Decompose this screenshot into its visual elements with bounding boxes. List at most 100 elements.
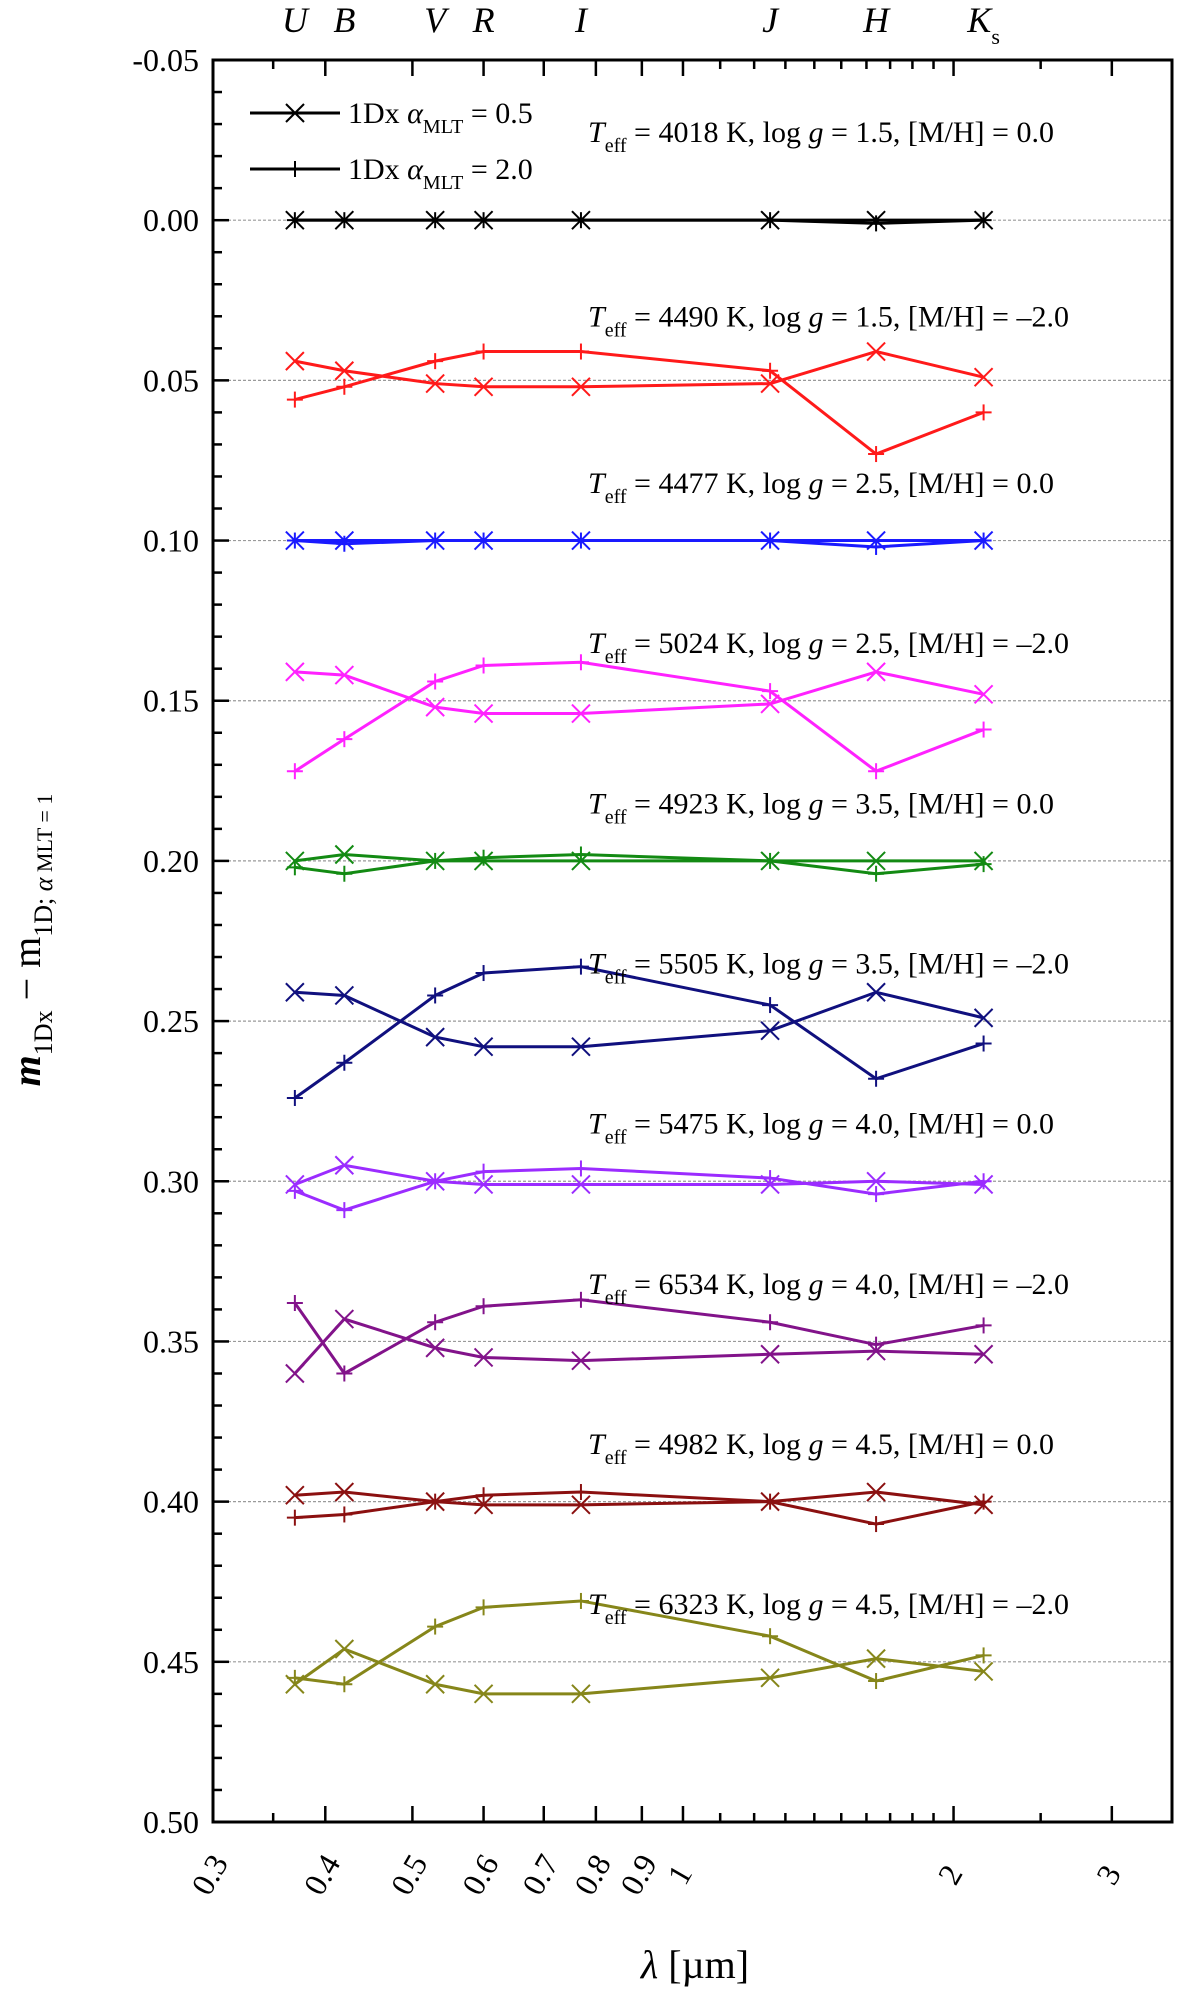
data-point	[762, 1628, 779, 1645]
series-line-alpha-20	[294, 853, 984, 876]
data-point	[286, 763, 303, 780]
band-name: U	[282, 0, 310, 40]
data-point	[760, 1668, 780, 1688]
y-axis-m1: m	[4, 1055, 49, 1086]
y-tick-label: 0.05	[143, 362, 199, 398]
data-point	[475, 965, 492, 982]
data-point	[760, 1020, 780, 1041]
model-params: = 1.5, [M/H] = –2.0	[823, 300, 1069, 333]
data-point	[425, 1338, 445, 1358]
data-point	[868, 1070, 885, 1087]
data-point	[427, 1314, 444, 1331]
data-point	[336, 535, 353, 552]
model-label: Teff = 6323 K, log g = 4.5, [M/H] = –2.0	[588, 1588, 1069, 1629]
data-point	[572, 1484, 589, 1501]
x-axis-symbol: λ	[640, 1942, 658, 1987]
series-line-alpha-05	[293, 1317, 984, 1375]
y-tick-label: 0.30	[143, 1163, 199, 1199]
data-point	[760, 1344, 780, 1364]
marker-x-stroke	[973, 1661, 994, 1682]
teff-subscript: eff	[605, 1447, 627, 1469]
series-line-alpha-20	[294, 350, 985, 456]
y-tick-label: 0.20	[143, 843, 199, 879]
model-series	[285, 1291, 994, 1384]
marker-x-stroke	[973, 1008, 994, 1028]
logg-symbol: g	[808, 467, 823, 500]
teff-subscript: eff	[605, 319, 627, 341]
data-point	[762, 1314, 779, 1331]
data-point	[473, 1347, 494, 1368]
legend-value: = 2.0	[463, 153, 532, 186]
data-point	[866, 341, 886, 362]
series-line-alpha-05	[293, 1647, 984, 1696]
data-point	[336, 1365, 353, 1382]
data-point	[475, 343, 492, 360]
model-series	[285, 654, 994, 780]
marker-x-stroke	[425, 697, 445, 717]
teff-subscript: eff	[605, 806, 627, 828]
model-label: Teff = 4018 K, log g = 1.5, [M/H] = 0.0	[588, 116, 1054, 157]
marker-x-stroke	[473, 377, 494, 397]
data-point	[475, 1599, 492, 1616]
data-point	[571, 1037, 591, 1057]
model-label: Teff = 4490 K, log g = 1.5, [M/H] = –2.0	[588, 300, 1069, 341]
data-point	[336, 1202, 353, 1219]
data-point	[286, 1669, 303, 1686]
data-point	[473, 1495, 494, 1515]
teff-value: = 5024 K, log	[627, 627, 809, 660]
y-tick-label: 0.45	[143, 1644, 199, 1680]
logg-symbol: g	[808, 1588, 823, 1621]
band-name: B	[333, 0, 355, 40]
legend-alpha: α	[407, 97, 424, 130]
series-line-alpha-05	[294, 1490, 984, 1507]
data-point	[868, 1186, 885, 1203]
data-point	[285, 1485, 305, 1505]
data-point	[427, 212, 444, 229]
data-point	[425, 1027, 445, 1047]
teff-subscript: eff	[605, 1287, 627, 1309]
legend-subscript: MLT	[423, 172, 463, 194]
y-axis-sub2-rest: MLT = 1	[32, 794, 57, 878]
marker-x-stroke	[473, 1684, 494, 1704]
marker-x-stroke	[425, 1674, 445, 1694]
marker-x-stroke	[285, 662, 305, 682]
logg-symbol: g	[808, 787, 823, 820]
data-point	[868, 1673, 885, 1690]
marker-x-stroke	[571, 1684, 591, 1704]
marker-x-stroke	[760, 694, 780, 714]
legend-subscript: MLT	[423, 116, 463, 138]
data-point	[336, 1676, 353, 1693]
teff-subscript: eff	[605, 486, 627, 508]
data-point	[866, 1482, 886, 1502]
data-point	[762, 362, 779, 379]
model-series	[285, 1592, 994, 1704]
data-point	[973, 1344, 994, 1364]
y-tick-label: 0.00	[143, 202, 199, 238]
teff-symbol: T	[588, 467, 607, 500]
series-line-alpha-05	[294, 1163, 984, 1186]
marker-x-stroke	[760, 373, 780, 394]
series-line-alpha-20	[294, 1599, 984, 1686]
series-line-alpha-20	[293, 965, 985, 1100]
y-axis-sub1: 1Dx	[29, 1010, 58, 1055]
teff-symbol: T	[588, 300, 607, 333]
data-point	[425, 1674, 445, 1694]
teff-value: = 4477 K, log	[627, 467, 809, 500]
data-point	[286, 391, 303, 408]
legend-text: 1Dx	[348, 153, 407, 186]
marker-x-stroke	[334, 1309, 355, 1329]
legend-entry: 1Dx αMLT = 0.5	[250, 97, 533, 138]
model-label: Teff = 4477 K, log g = 2.5, [M/H] = 0.0	[588, 467, 1054, 508]
data-point	[336, 731, 353, 748]
series-line-alpha-20	[294, 1166, 984, 1212]
data-point	[571, 1350, 591, 1371]
data-point	[475, 1163, 492, 1180]
series-line-alpha-20	[293, 1298, 984, 1376]
data-point	[286, 212, 303, 229]
data-point	[973, 1008, 994, 1028]
data-point	[336, 1054, 353, 1071]
data-point	[427, 532, 444, 549]
teff-subscript: eff	[605, 966, 627, 988]
teff-symbol: T	[588, 627, 607, 660]
data-point	[975, 532, 992, 549]
